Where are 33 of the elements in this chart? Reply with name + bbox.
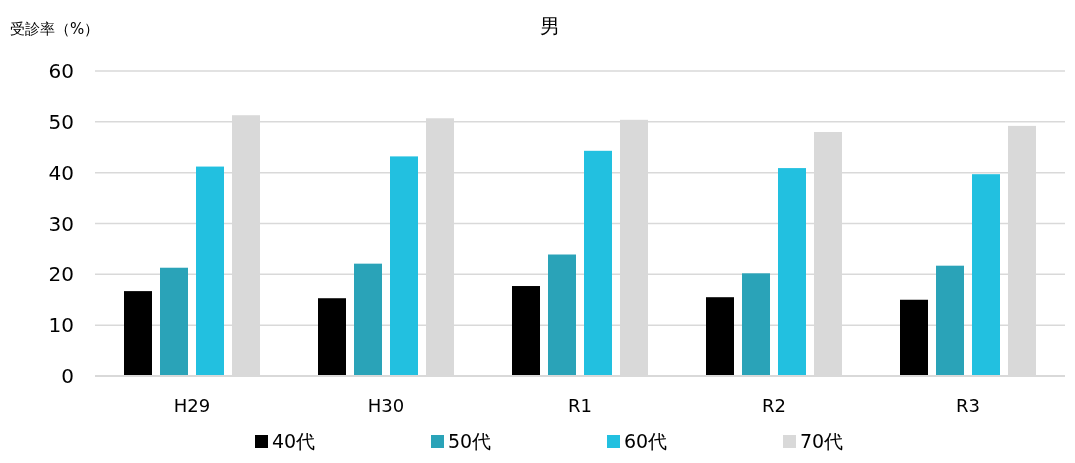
y-tick-label: 30 xyxy=(48,211,74,236)
y-tick-label: 0 xyxy=(61,364,74,388)
bar xyxy=(160,267,188,376)
legend-label: 40代 xyxy=(272,430,316,452)
bar xyxy=(742,273,770,376)
bar xyxy=(318,298,346,376)
x-tick-label: R3 xyxy=(956,395,980,416)
x-tick-label: H29 xyxy=(173,395,211,416)
x-tick-label: H30 xyxy=(367,395,405,416)
bar xyxy=(512,286,540,376)
bar xyxy=(900,299,928,376)
x-tick-label: R2 xyxy=(762,395,786,416)
legend-label: 60代 xyxy=(624,430,668,452)
bar xyxy=(548,254,576,376)
bar xyxy=(584,150,612,376)
y-tick-label: 50 xyxy=(48,109,74,134)
y-tick-label: 10 xyxy=(48,313,74,338)
bar xyxy=(706,297,734,376)
legend-label: 70代 xyxy=(800,430,844,452)
y-tick-label: 20 xyxy=(48,262,74,287)
bar xyxy=(972,174,1000,376)
bar xyxy=(936,265,964,376)
bar xyxy=(124,291,152,376)
bar xyxy=(354,263,382,376)
y-axis-title: 受診率（%） xyxy=(10,20,100,38)
bar xyxy=(778,168,806,376)
bar xyxy=(390,156,418,376)
chart-title: 男 xyxy=(540,14,560,38)
x-tick-label: R1 xyxy=(568,395,592,416)
y-tick-label: 60 xyxy=(48,59,74,83)
bar xyxy=(196,166,224,376)
legend-label: 50代 xyxy=(448,430,492,452)
y-tick-label: 40 xyxy=(48,160,74,185)
